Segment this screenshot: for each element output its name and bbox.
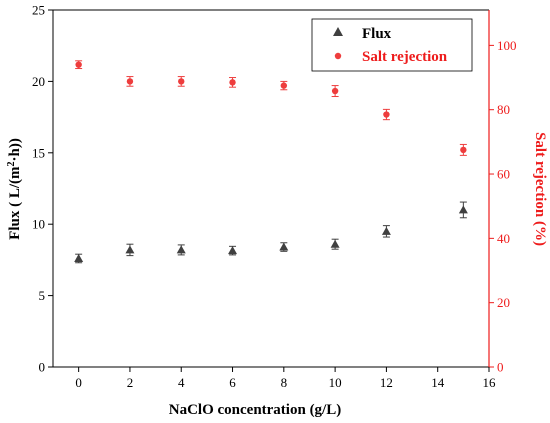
salt-rejection-point (280, 82, 288, 89)
y-right-tick-label: 100 (497, 38, 517, 53)
salt-rejection-point (460, 146, 467, 154)
left-axis-ticks: 0 5 10 15 20 25 (32, 3, 53, 375)
flux-point (279, 242, 289, 251)
salt-rejection-point (331, 87, 339, 95)
y-right-tick-label: 0 (497, 360, 504, 375)
y-axis-left-title-suffix: ·h)) (7, 138, 23, 161)
y-left-tick-label: 15 (32, 145, 45, 160)
flux-point (381, 226, 391, 235)
y-left-tick-label: 0 (39, 360, 46, 375)
y-axis-left-title-sup: 2 (6, 162, 17, 167)
y-right-tick-label: 60 (497, 167, 510, 182)
plot-frame (52, 9, 490, 368)
legend-salt-rejection-label: Salt rejection (362, 49, 448, 65)
salt-rejection-point (383, 111, 390, 118)
x-tick-label: 12 (380, 375, 393, 390)
y-right-tick-label: 80 (497, 102, 510, 117)
x-tick-label: 14 (431, 375, 445, 390)
legend-flux-marker (333, 27, 343, 36)
flux-point (176, 245, 186, 254)
salt-rejection-point (178, 78, 185, 85)
x-tick-label: 2 (127, 375, 134, 390)
x-tick-label: 10 (329, 375, 342, 390)
flux-point (330, 239, 340, 248)
x-tick-label: 6 (229, 375, 236, 390)
data-marks (74, 60, 468, 264)
y-axis-right-title: Salt rejection (%) (532, 132, 548, 246)
x-tick-label: 4 (178, 375, 185, 390)
flux-point (458, 205, 468, 214)
bottom-axis-ticks: 0 2 4 6 8 10 12 14 16 (75, 367, 496, 390)
y-right-tick-label: 40 (497, 231, 510, 246)
salt-rejection-point (229, 79, 236, 86)
legend-box (311, 18, 473, 72)
legend-salt-rejection-marker (334, 52, 342, 60)
y-right-tick-label: 20 (497, 295, 510, 310)
y-left-tick-label: 20 (32, 74, 45, 89)
flux-point (74, 253, 84, 262)
y-left-tick-label: 25 (32, 3, 45, 18)
y-axis-left-title: Flux ( L/(m2·h)) (6, 138, 24, 240)
y-left-tick-label: 10 (32, 217, 45, 232)
x-tick-label: 0 (75, 375, 82, 390)
right-axis-ticks: 0 20 40 60 80 100 (489, 38, 517, 375)
x-tick-label: 16 (483, 375, 497, 390)
y-left-tick-label: 5 (39, 288, 46, 303)
legend-flux-label: Flux (362, 26, 392, 42)
x-axis-title: NaClO concentration (g/L) (169, 402, 341, 418)
legend: Flux Salt rejection (311, 18, 473, 72)
salt-rejection-point (126, 78, 134, 85)
salt-rejection-point (75, 61, 82, 68)
y-axis-left-title-prefix: Flux ( L/(m (7, 166, 23, 240)
x-tick-label: 8 (281, 375, 288, 390)
flux-point (125, 245, 135, 254)
flux-point (228, 246, 238, 255)
